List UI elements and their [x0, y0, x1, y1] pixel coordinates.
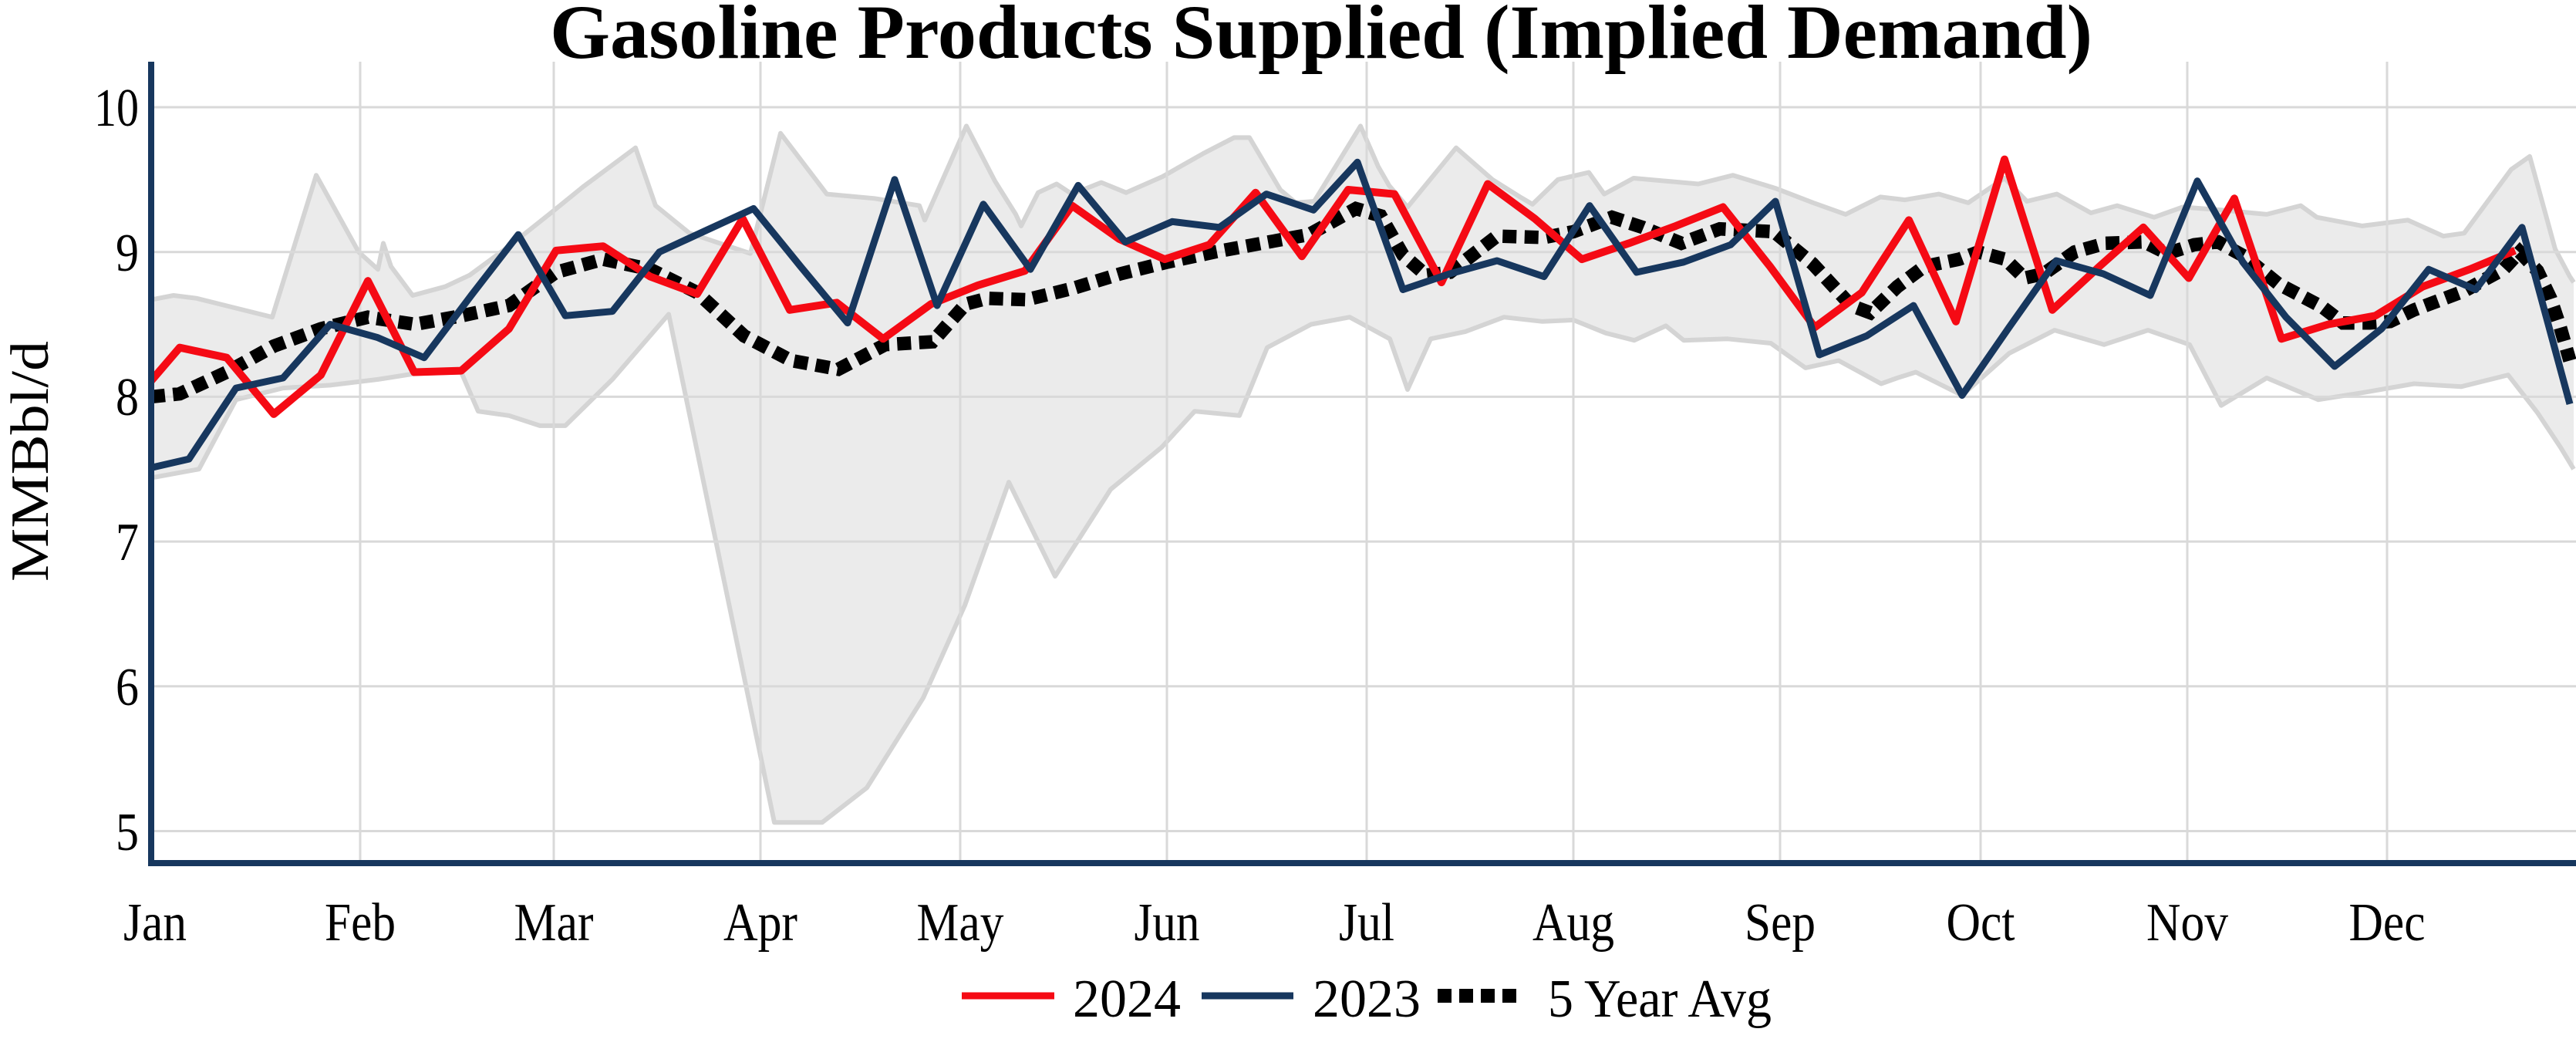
svg-text:Oct: Oct: [1947, 893, 2015, 953]
svg-text:Apr: Apr: [723, 893, 797, 953]
svg-text:Mar: Mar: [514, 893, 594, 953]
svg-text:Jan: Jan: [123, 893, 187, 953]
svg-text:6: 6: [116, 658, 139, 717]
svg-text:Jul: Jul: [1339, 893, 1394, 953]
svg-text:10: 10: [94, 79, 139, 138]
svg-text:Jun: Jun: [1135, 893, 1200, 953]
svg-text:Feb: Feb: [325, 893, 396, 953]
svg-text:Aug: Aug: [1532, 893, 1614, 953]
svg-text:May: May: [917, 893, 1004, 953]
svg-text:Nov: Nov: [2146, 893, 2228, 953]
svg-text:5 Year Avg: 5 Year Avg: [1548, 970, 1772, 1029]
svg-text:Sep: Sep: [1745, 893, 1816, 953]
svg-text:Gasoline Products Supplied (Im: Gasoline Products Supplied (Implied Dema…: [550, 0, 2092, 75]
svg-text:5: 5: [116, 803, 139, 862]
svg-text:7: 7: [116, 513, 139, 572]
svg-text:2024: 2024: [1073, 970, 1181, 1029]
svg-text:Dec: Dec: [2349, 893, 2426, 953]
svg-text:8: 8: [116, 368, 139, 427]
svg-text:9: 9: [116, 224, 139, 283]
svg-text:2023: 2023: [1313, 970, 1421, 1029]
svg-text:MMBbl/d: MMBbl/d: [1, 341, 60, 582]
